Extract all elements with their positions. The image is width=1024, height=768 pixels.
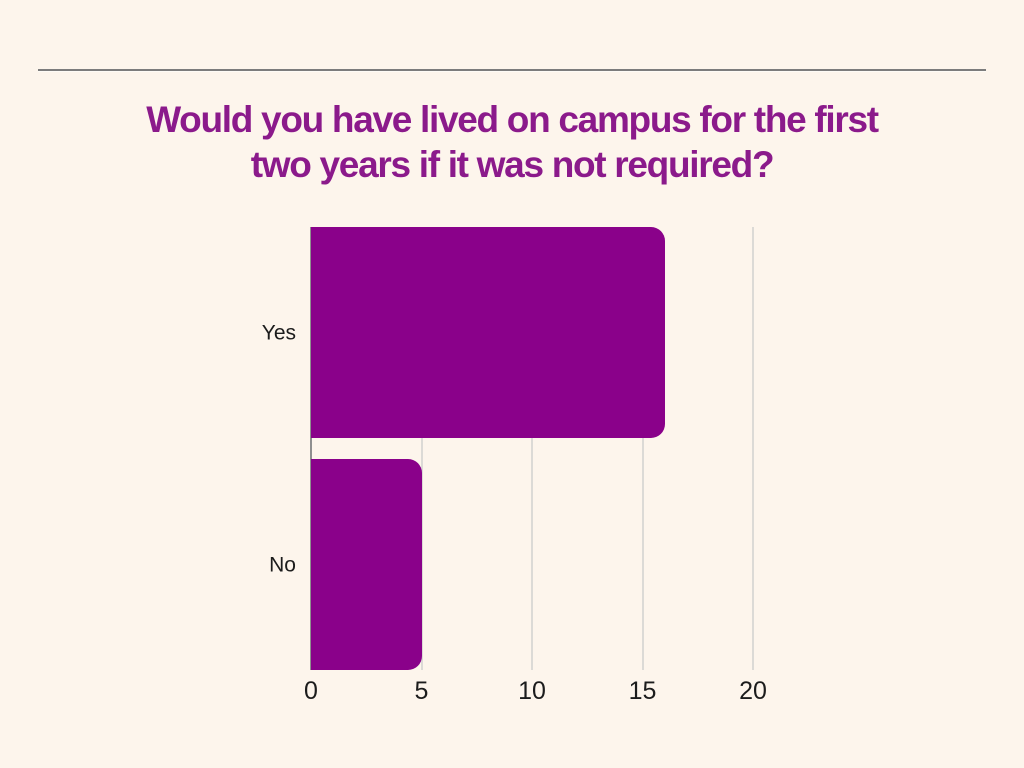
gridline-x-10 [531,227,533,670]
category-label-yes: Yes [261,321,296,345]
x-tick-label-0: 0 [304,677,318,705]
bar-no [311,459,422,670]
chart-title-line1: Would you have lived on campus for the f… [146,99,879,140]
x-tick-label-15: 15 [628,677,657,705]
chart-title: Would you have lived on campus for the f… [0,97,1024,187]
bar-yes [311,227,665,438]
x-tick-label-20: 20 [739,677,767,705]
category-label-no: No [269,553,296,577]
top-divider [38,69,986,71]
x-tick-label-5: 5 [414,677,429,705]
gridline-x-20 [752,227,754,670]
plot-area: 0 5 10 15 20 Yes No [262,227,767,704]
y-axis-line [310,227,312,670]
x-tick-label-10: 10 [518,677,546,705]
chart-title-line2: two years if it was not required? [250,144,775,185]
gridline-x-15 [641,227,644,670]
gridline-x-5 [420,227,423,670]
